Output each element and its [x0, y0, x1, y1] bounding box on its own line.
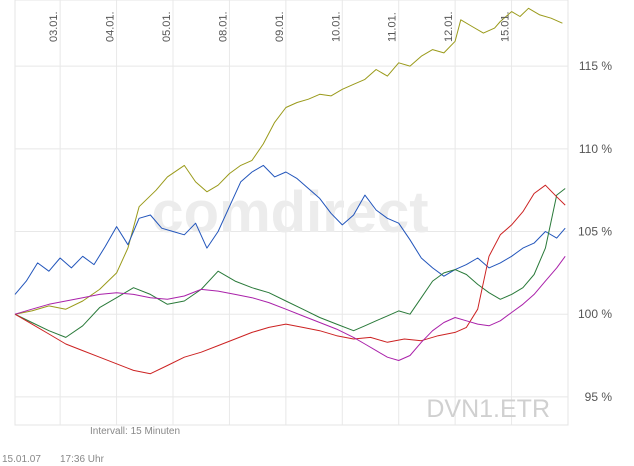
footer-time: 17:36 Uhr [60, 454, 104, 465]
instrument-label: DVN1.ETR [426, 395, 550, 423]
series-line-blue [14, 164, 566, 295]
x-tick-label: 10.01. [330, 11, 342, 42]
y-tick-label: 95 % [585, 390, 613, 404]
x-tick-label: 12.01. [443, 11, 455, 42]
series-lines [14, 7, 566, 375]
y-tick-label: 110 % [579, 142, 612, 156]
interval-label: Intervall: 15 Minuten [90, 426, 180, 437]
x-tick-label: 05.01. [161, 11, 173, 42]
series-line-red [14, 184, 566, 375]
plot-background [14, 0, 569, 426]
x-tick-label: 09.01. [274, 11, 286, 42]
x-tick-label: 03.01. [48, 11, 60, 42]
grid [15, 0, 568, 425]
watermark: comdirect [151, 180, 428, 245]
series-line-olive [14, 7, 563, 315]
series-line-green [14, 188, 566, 338]
y-tick-label: 105 % [578, 225, 612, 239]
x-tick-label: 15.01. [500, 11, 512, 42]
footer-date: 15.01.07 [2, 454, 41, 465]
y-axis-ticks: 95 % 100 % 105 % 110 % 115 % [578, 59, 612, 404]
x-axis-ticks: 03.01. 04.01. 05.01. 08.01. 09.01. 10.01. 11.0… [48, 11, 511, 42]
y-tick-label: 100 % [578, 307, 612, 321]
x-tick-label: 11.01. [387, 12, 399, 42]
series-line-purple [14, 256, 566, 361]
x-tick-label: 04.01. [105, 11, 117, 42]
x-tick-label: 08.01. [217, 11, 229, 42]
y-tick-label: 115 % [579, 59, 612, 73]
